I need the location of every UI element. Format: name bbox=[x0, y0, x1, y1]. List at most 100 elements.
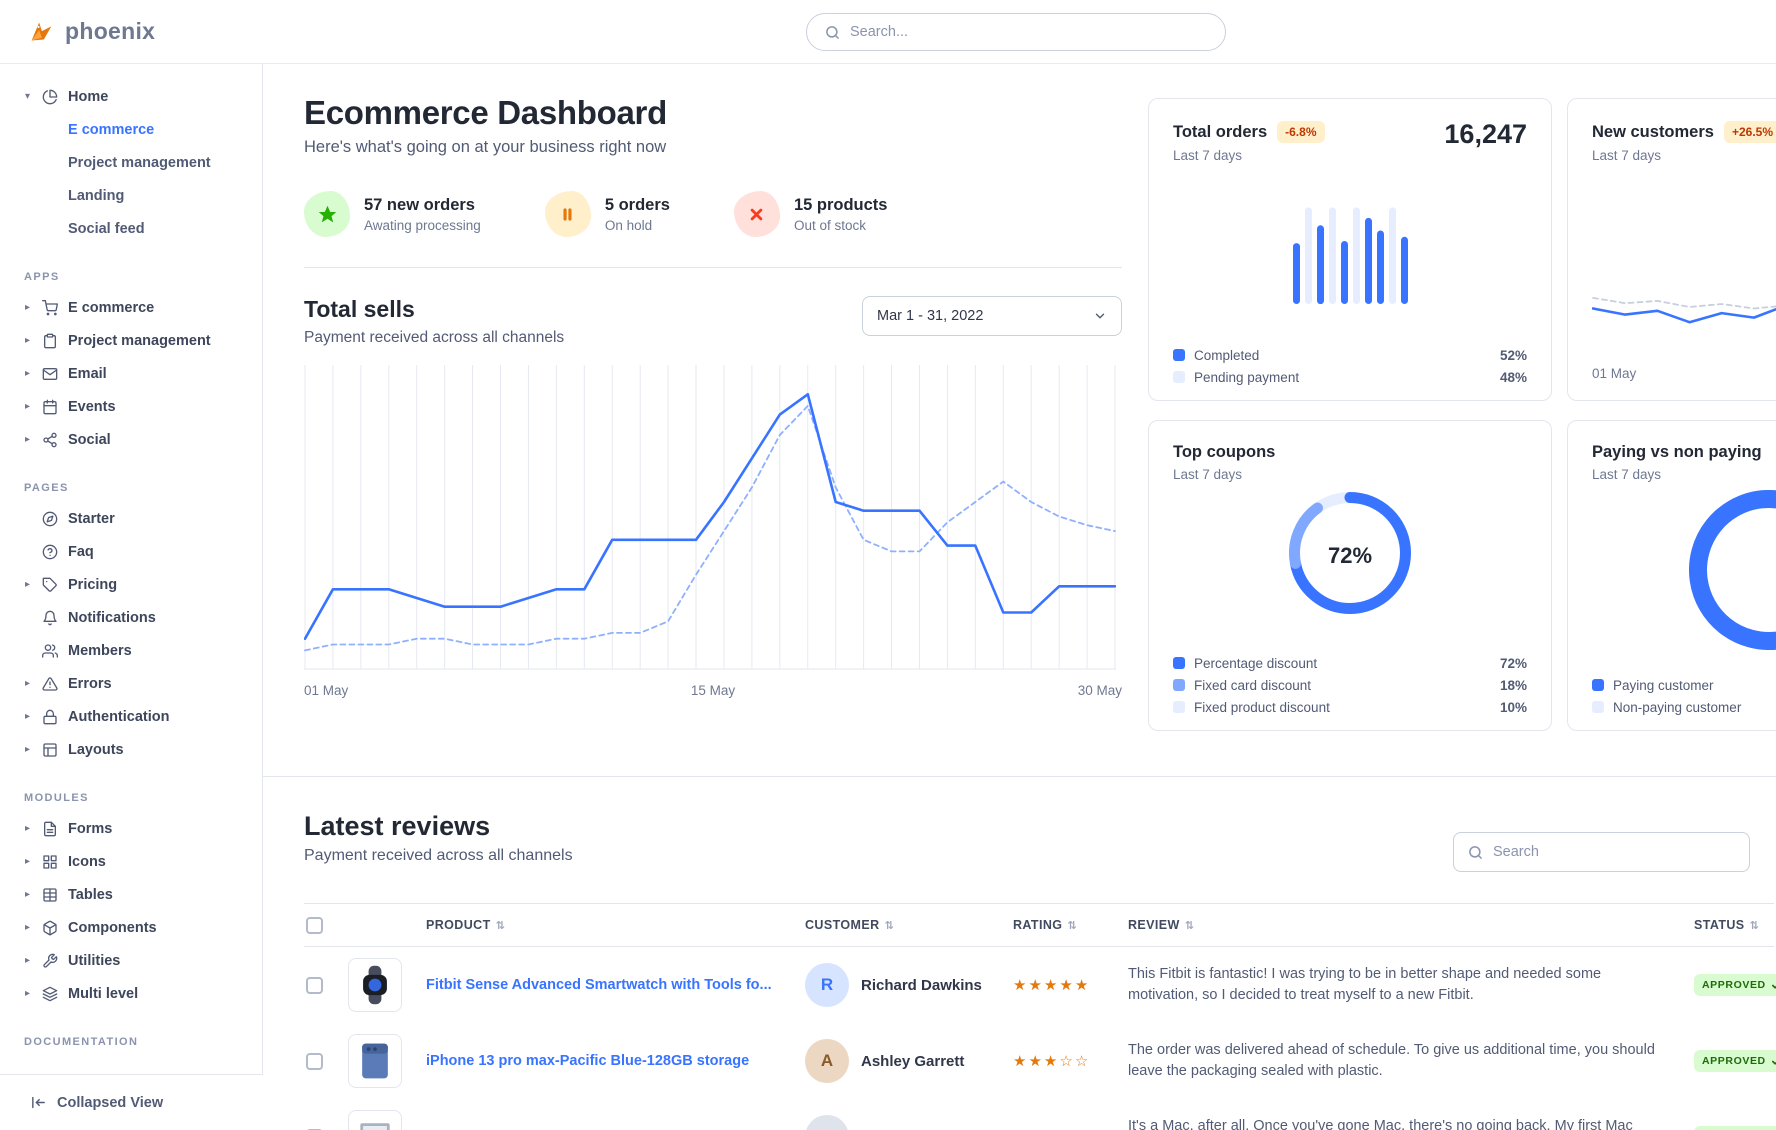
sidebar-item-multi-level[interactable]: ▸ Multi level bbox=[10, 977, 254, 1010]
column-header-customer[interactable]: CUSTOMER ⇅ bbox=[805, 918, 895, 932]
topbar: phoenix bbox=[0, 0, 1776, 64]
layout-icon bbox=[42, 741, 59, 758]
reviews-search-input[interactable] bbox=[1493, 844, 1735, 860]
caret-right-icon: ▸ bbox=[24, 335, 31, 346]
product-image[interactable] bbox=[348, 1110, 402, 1130]
date-range-value: Mar 1 - 31, 2022 bbox=[877, 308, 984, 324]
tag-icon bbox=[42, 576, 59, 593]
product-image[interactable] bbox=[348, 1034, 402, 1088]
sidebar-item-utilities[interactable]: ▸ Utilities bbox=[10, 944, 254, 977]
legend-item: Fixed card discount 18% bbox=[1173, 674, 1527, 696]
card-title: Paying vs non paying bbox=[1592, 443, 1762, 461]
date-range-select[interactable]: Mar 1 - 31, 2022 bbox=[862, 296, 1122, 336]
sidebar-subitem-e-commerce[interactable]: E commerce bbox=[68, 121, 155, 138]
legend-value: 10% bbox=[1499, 699, 1527, 715]
caret-right-icon: ▸ bbox=[24, 988, 31, 999]
check-icon bbox=[1771, 984, 1776, 989]
phoenix-logo[interactable]: phoenix bbox=[26, 17, 155, 47]
product-image[interactable] bbox=[348, 958, 402, 1012]
row-checkbox[interactable] bbox=[306, 976, 323, 994]
star-filled-icon: ★ bbox=[1043, 977, 1060, 994]
reviews-table-header: PRODUCT ⇅ CUSTOMER ⇅ RATING ⇅ REVIEW ⇅ STATU… bbox=[304, 903, 1774, 947]
sidebar-item-e-commerce[interactable]: ▸ E commerce bbox=[10, 291, 254, 324]
select-all-checkbox[interactable] bbox=[306, 916, 323, 934]
global-search-input[interactable] bbox=[850, 24, 1207, 40]
sidebar-item-members[interactable]: Members bbox=[10, 634, 254, 667]
customer-cell[interactable]: A Ashley Garrett bbox=[805, 1039, 1013, 1083]
avatar: R bbox=[805, 963, 849, 1007]
customer-cell[interactable]: W Woodrow Burton bbox=[805, 1115, 1013, 1130]
phoenix-logo-icon bbox=[31, 22, 52, 40]
customer-cell[interactable]: R Richard Dawkins bbox=[805, 963, 1013, 1007]
stat-new-orders: 57 new orders Awating processing bbox=[304, 191, 481, 237]
grid-icon bbox=[42, 853, 59, 870]
bell-icon bbox=[42, 609, 59, 626]
column-header-review[interactable]: REVIEW ⇅ bbox=[1128, 918, 1195, 932]
legend-label: Paying customer bbox=[1613, 677, 1714, 693]
sidebar-item-tables[interactable]: ▸ Tables bbox=[10, 878, 254, 911]
column-header-status[interactable]: STATUS ⇅ bbox=[1694, 918, 1760, 932]
reviews-search[interactable] bbox=[1453, 832, 1750, 872]
legend-swatch bbox=[1173, 349, 1185, 361]
tool-icon bbox=[42, 952, 59, 969]
sidebar-section-modules: MODULES bbox=[24, 792, 89, 804]
sidebar-item-components[interactable]: ▸ Components bbox=[10, 911, 254, 944]
column-header-rating[interactable]: RATING ⇅ bbox=[1013, 918, 1078, 932]
sidebar-item-icons[interactable]: ▸ Icons bbox=[10, 845, 254, 878]
sort-icon: ⇅ bbox=[884, 919, 895, 932]
card-period: Last 7 days bbox=[1592, 148, 1662, 163]
sort-icon: ⇅ bbox=[1184, 919, 1195, 932]
sidebar-item-authentication[interactable]: ▸ Authentication bbox=[10, 700, 254, 733]
legend-label: Pending payment bbox=[1194, 369, 1300, 385]
sidebar-subitem-social-feed[interactable]: Social feed bbox=[68, 220, 145, 237]
sidebar-item-pricing[interactable]: ▸ Pricing bbox=[10, 568, 254, 601]
star-empty-icon: ☆ bbox=[1059, 1053, 1075, 1070]
legend-swatch bbox=[1173, 371, 1185, 383]
global-search[interactable] bbox=[806, 13, 1226, 51]
status-badge: APPROVED bbox=[1694, 1126, 1776, 1130]
sidebar-item-home[interactable]: ▾ Home bbox=[10, 80, 254, 113]
table-row: Apple MacBook Pro 13 inch-M1-8/256GB-spa… bbox=[304, 1099, 1776, 1130]
star-filled-icon: ★ bbox=[1074, 977, 1091, 994]
total-sells-chart: 01 May 15 May 30 May bbox=[303, 365, 1122, 698]
legend-swatch bbox=[1173, 657, 1185, 669]
stat-value: 57 new orders bbox=[364, 195, 475, 214]
row-checkbox[interactable] bbox=[306, 1052, 323, 1070]
star-filled-icon: ★ bbox=[1059, 977, 1075, 994]
star-filled-icon: ★ bbox=[1028, 1053, 1044, 1070]
sidebar-item-forms[interactable]: ▸ Forms bbox=[10, 812, 254, 845]
sidebar-item-errors[interactable]: ▸ Errors bbox=[10, 667, 254, 700]
sidebar: ▾ Home E commerce Project management Landing… bbox=[0, 64, 263, 1130]
sidebar-item-starter[interactable]: Starter bbox=[10, 502, 254, 535]
caret-right-icon: ▸ bbox=[24, 856, 31, 867]
sidebar-item-layouts[interactable]: ▸ Layouts bbox=[10, 733, 254, 766]
caret-right-icon: ▸ bbox=[24, 302, 31, 313]
sidebar-item-email[interactable]: ▸ Email bbox=[10, 357, 254, 390]
sidebar-subitem-project-management[interactable]: Project management bbox=[68, 154, 211, 171]
sort-icon: ⇅ bbox=[1749, 919, 1760, 932]
donut-center-value: 72% bbox=[1327, 542, 1373, 568]
sidebar-item-project-management[interactable]: ▸ Project management bbox=[10, 324, 254, 357]
sidebar-item-notifications[interactable]: Notifications bbox=[10, 601, 254, 634]
legend-item: Completed 52% bbox=[1173, 344, 1527, 366]
caret-right-icon: ▸ bbox=[24, 368, 31, 379]
legend-value: 52% bbox=[1499, 347, 1527, 363]
product-link[interactable]: iPhone 13 pro max-Pacific Blue-128GB sto… bbox=[426, 1053, 750, 1069]
collapse-sidebar-icon bbox=[32, 1096, 45, 1109]
sidebar-item-events[interactable]: ▸ Events bbox=[10, 390, 254, 423]
stat-label: Awating processing bbox=[364, 217, 481, 233]
sidebar-item-social[interactable]: ▸ Social bbox=[10, 423, 254, 456]
review-text: This Fitbit is fantastic! I was trying t… bbox=[1128, 965, 1602, 1003]
share-2-icon bbox=[42, 431, 59, 448]
sidebar-subitem-landing[interactable]: Landing bbox=[68, 187, 125, 204]
legend-value: 18% bbox=[1499, 677, 1527, 693]
collapsed-view-toggle[interactable]: Collapsed View bbox=[0, 1074, 263, 1130]
customer-name: Woodrow Burton bbox=[861, 1129, 982, 1130]
column-header-product[interactable]: PRODUCT ⇅ bbox=[426, 918, 506, 932]
search-icon bbox=[826, 25, 839, 39]
sidebar-item-faq[interactable]: Faq bbox=[10, 535, 254, 568]
top-coupons-card: Top coupons Last 7 days 72% Percentage d… bbox=[1148, 420, 1552, 731]
legend-label: Percentage discount bbox=[1194, 655, 1318, 671]
legend-swatch bbox=[1592, 679, 1604, 691]
product-link[interactable]: Fitbit Sense Advanced Smartwatch with To… bbox=[426, 977, 772, 993]
